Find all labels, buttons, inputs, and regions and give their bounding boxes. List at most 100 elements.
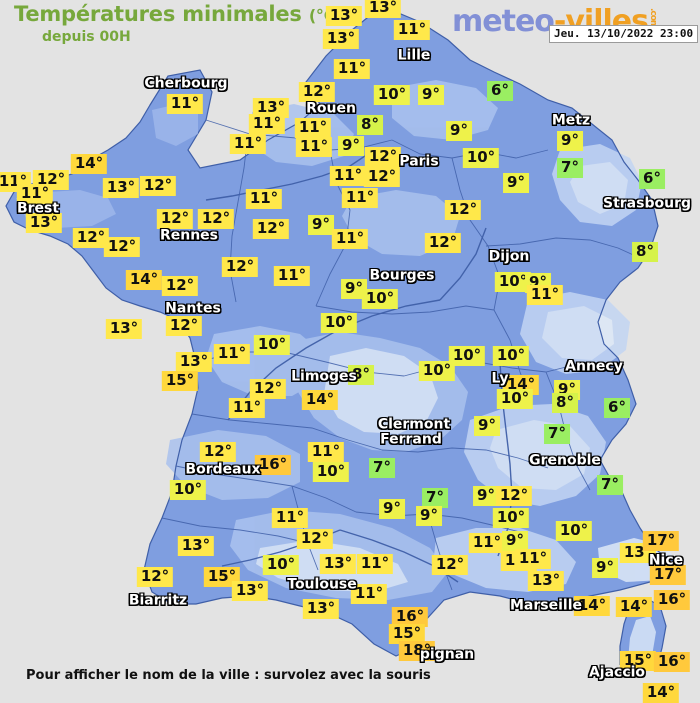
temperature-chip[interactable]: 9° <box>416 506 442 526</box>
site-logo[interactable]: meteo-villes.com <box>452 4 658 39</box>
temperature-chip[interactable]: 7° <box>557 158 583 178</box>
temperature-chip[interactable]: 13° <box>25 213 63 233</box>
temperature-chip[interactable]: 11° <box>468 533 506 553</box>
temperature-chip[interactable]: 11° <box>307 442 345 462</box>
temperature-chip[interactable]: 9° <box>379 499 405 519</box>
temperature-chip[interactable]: 16° <box>391 607 429 627</box>
temperature-chip[interactable]: 13° <box>102 178 140 198</box>
temperature-chip[interactable]: 10° <box>462 148 500 168</box>
temperature-chip[interactable]: 13° <box>302 599 340 619</box>
temperature-chip[interactable]: 11° <box>229 134 267 154</box>
temperature-chip[interactable]: 14° <box>615 597 653 617</box>
temperature-chip[interactable]: 7° <box>422 488 448 508</box>
temperature-chip[interactable]: 6° <box>604 398 630 418</box>
temperature-chip[interactable]: 11° <box>248 114 286 134</box>
temperature-chip[interactable]: 10° <box>496 389 534 409</box>
temperature-chip[interactable]: 11° <box>213 344 251 364</box>
temperature-chip[interactable]: 15° <box>203 567 241 587</box>
temperature-chip[interactable]: 10° <box>361 289 399 309</box>
temperature-chip[interactable]: 11° <box>514 549 552 569</box>
temperature-chip[interactable]: 10° <box>320 313 358 333</box>
temperature-chip[interactable]: 12° <box>221 257 259 277</box>
temperature-chip[interactable]: 12° <box>197 209 235 229</box>
temperature-chip[interactable]: 8° <box>552 393 578 413</box>
temperature-chip[interactable]: 14° <box>301 390 339 410</box>
temperature-chip[interactable]: 14° <box>642 683 680 703</box>
temperature-chip[interactable]: 13° <box>252 98 290 118</box>
temperature-chip[interactable]: 12° <box>424 233 462 253</box>
temperature-chip[interactable]: 14° <box>70 154 108 174</box>
temperature-chip[interactable]: 9° <box>338 136 364 156</box>
temperature-chip[interactable]: 9° <box>418 85 444 105</box>
temperature-chip[interactable]: 12° <box>199 442 237 462</box>
temperature-chip[interactable]: 10° <box>373 85 411 105</box>
temperature-chip[interactable]: 9° <box>308 215 334 235</box>
temperature-chip[interactable]: 11° <box>526 285 564 305</box>
temperature-chip[interactable]: 12° <box>364 147 402 167</box>
temperature-chip[interactable]: 11° <box>295 137 333 157</box>
temperature-chip[interactable]: 11° <box>294 118 332 138</box>
temperature-chip[interactable]: 12° <box>136 567 174 587</box>
temperature-chip[interactable]: 13° <box>527 571 565 591</box>
temperature-chip[interactable]: 11° <box>273 266 311 286</box>
temperature-chip[interactable]: 12° <box>444 200 482 220</box>
temperature-chip[interactable]: 11° <box>350 584 388 604</box>
temperature-chip[interactable]: 11° <box>333 59 371 79</box>
temperature-chip[interactable]: 15° <box>388 624 426 644</box>
temperature-chip[interactable]: 11° <box>341 188 379 208</box>
temperature-chip[interactable]: 9° <box>557 131 583 151</box>
temperature-chip[interactable]: 6° <box>639 169 665 189</box>
temperature-chip[interactable]: 11° <box>356 554 394 574</box>
temperature-chip[interactable]: 10° <box>448 346 486 366</box>
temperature-chip[interactable]: 9° <box>474 416 500 436</box>
temperature-chip[interactable]: 13° <box>177 536 215 556</box>
temperature-chip[interactable]: 9° <box>446 121 472 141</box>
temperature-chip[interactable]: 10° <box>492 508 530 528</box>
temperature-chip[interactable]: 10° <box>262 555 300 575</box>
temperature-chip[interactable]: 13° <box>364 0 402 18</box>
temperature-chip[interactable]: 12° <box>495 486 533 506</box>
temperature-chip[interactable]: 13° <box>175 352 213 372</box>
temperature-chip[interactable]: 10° <box>312 462 350 482</box>
temperature-chip[interactable]: 12° <box>298 82 336 102</box>
temperature-chip[interactable]: 12° <box>156 209 194 229</box>
temperature-chip[interactable]: 12° <box>161 276 199 296</box>
temperature-chip[interactable]: 11° <box>166 94 204 114</box>
temperature-chip[interactable]: 13° <box>325 6 363 26</box>
temperature-chip[interactable]: 17° <box>642 531 680 551</box>
temperature-chip[interactable]: 7° <box>369 458 395 478</box>
temperature-chip[interactable]: 12° <box>72 228 110 248</box>
temperature-chip[interactable]: 14° <box>573 596 611 616</box>
temperature-chip[interactable]: 16° <box>653 652 691 672</box>
temperature-chip[interactable]: 12° <box>165 316 203 336</box>
temperature-chip[interactable]: 12° <box>103 237 141 257</box>
temperature-chip[interactable]: 11° <box>228 398 266 418</box>
temperature-chip[interactable]: 13° <box>322 29 360 49</box>
temperature-chip[interactable]: 16° <box>254 455 292 475</box>
temperature-chip[interactable]: 8° <box>357 115 383 135</box>
temperature-chip[interactable]: 14° <box>125 270 163 290</box>
temperature-chip[interactable]: 10° <box>494 272 532 292</box>
temperature-chip[interactable]: 9° <box>503 173 529 193</box>
temperature-chip[interactable]: 12° <box>363 167 401 187</box>
temperature-chip[interactable]: 9° <box>341 279 367 299</box>
temperature-chip[interactable]: 15° <box>161 371 199 391</box>
temperature-chip[interactable]: 8° <box>348 365 374 385</box>
temperature-chip[interactable]: 12° <box>431 555 469 575</box>
temperature-chip[interactable]: 11° <box>271 508 309 528</box>
temperature-chip[interactable]: 15° <box>619 651 657 671</box>
temperature-chip[interactable]: 10° <box>253 335 291 355</box>
temperature-chip[interactable]: 13° <box>105 319 143 339</box>
temperature-chip[interactable]: 13° <box>231 581 269 601</box>
temperature-chip[interactable]: 11° <box>329 166 367 186</box>
temperature-chip[interactable]: 9° <box>473 486 499 506</box>
temperature-chip[interactable]: 12° <box>249 379 287 399</box>
temperature-chip[interactable]: 12° <box>252 219 290 239</box>
temperature-chip[interactable]: 9° <box>502 531 528 551</box>
temperature-chip[interactable]: 10° <box>492 346 530 366</box>
temperature-chip[interactable]: 13° <box>319 554 357 574</box>
temperature-chip[interactable]: 10° <box>418 361 456 381</box>
temperature-chip[interactable]: 7° <box>597 475 623 495</box>
temperature-chip[interactable]: 11° <box>245 189 283 209</box>
temperature-chip[interactable]: 18° <box>398 641 436 661</box>
